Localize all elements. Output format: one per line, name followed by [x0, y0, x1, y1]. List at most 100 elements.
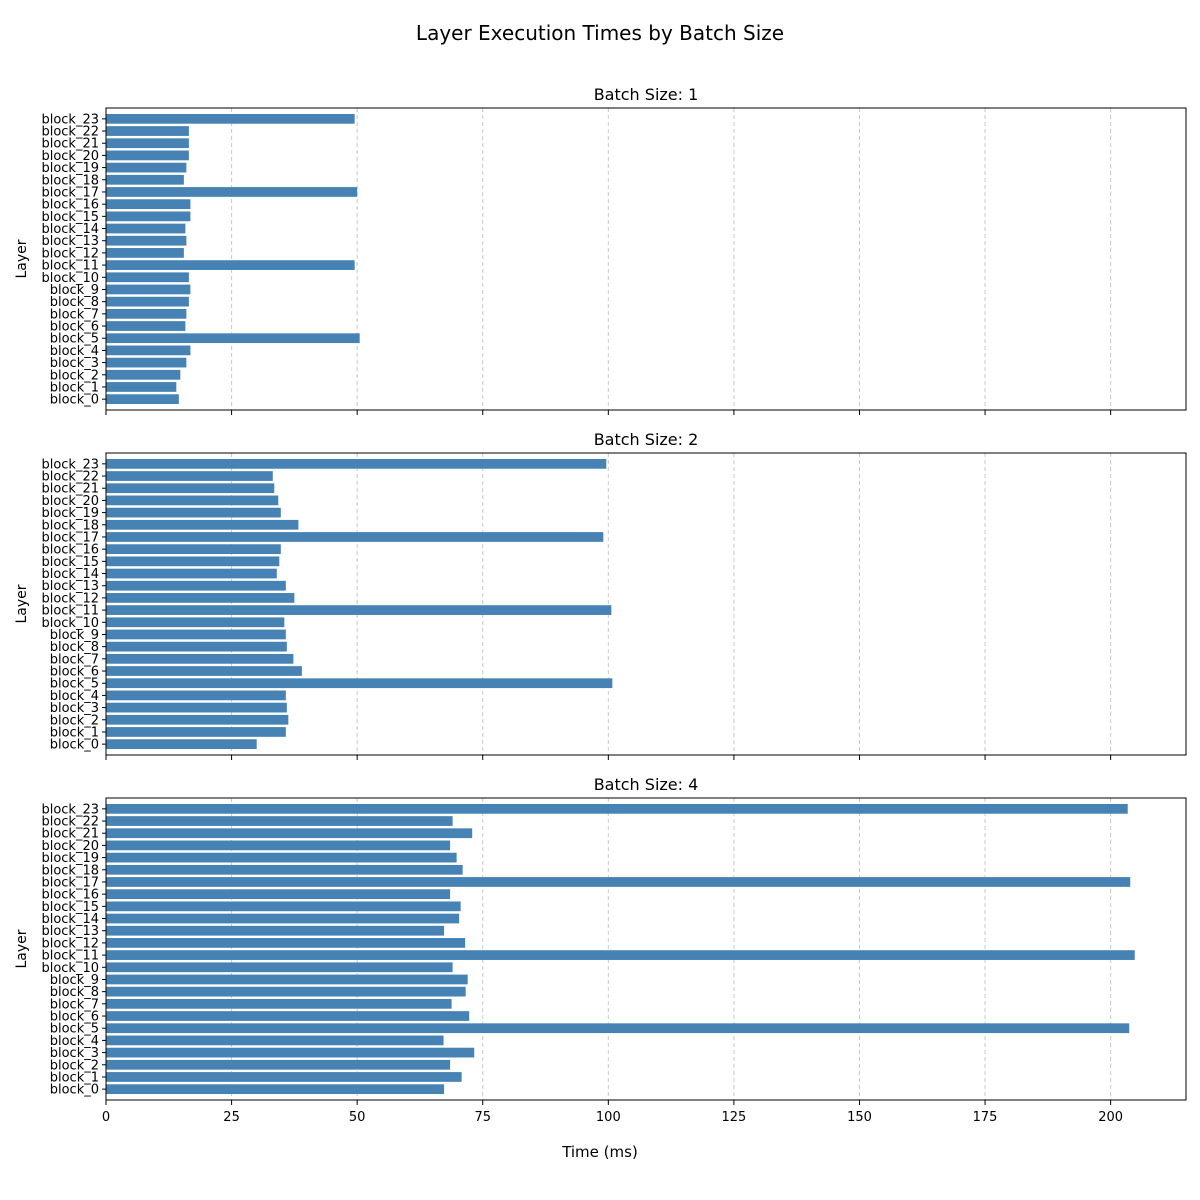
y-tick-label: block_18 — [41, 173, 99, 188]
bar-block_4 — [106, 690, 286, 701]
y-tick-label: block_3 — [50, 1046, 99, 1061]
bar-block_6 — [106, 1011, 470, 1021]
y-tick-label: block_0 — [50, 393, 99, 408]
bar-block_18 — [106, 519, 299, 530]
subplot-1: Batch Size: 1block_0block_1block_2block_… — [14, 85, 1187, 415]
bar-block_17 — [106, 187, 358, 197]
y-tick-label: block_1 — [50, 380, 99, 395]
y-tick-label: block_17 — [41, 875, 99, 890]
y-tick-label: block_13 — [41, 234, 99, 249]
bar-block_7 — [106, 653, 294, 664]
y-tick-label: block_22 — [41, 125, 99, 140]
bar-block_14 — [106, 913, 460, 924]
bar-block_5 — [106, 333, 360, 344]
y-tick-label: block_14 — [41, 222, 99, 237]
figure-title: Layer Execution Times by Batch Size — [416, 21, 784, 45]
y-tick-label: block_10 — [41, 616, 99, 631]
bar-block_13 — [106, 580, 286, 591]
bar-block_22 — [106, 816, 453, 826]
bar-block_0 — [106, 1084, 445, 1095]
y-tick-label: block_15 — [41, 900, 99, 915]
x-tick-label: 125 — [721, 1110, 746, 1125]
y-tick-label: block_1 — [50, 725, 99, 740]
x-tick-label: 25 — [223, 1110, 240, 1125]
y-tick-label: block_9 — [50, 283, 99, 298]
bar-block_10 — [106, 272, 189, 283]
y-tick-label: block_6 — [50, 1010, 99, 1025]
y-tick-label: block_11 — [41, 259, 99, 274]
bar-block_19 — [106, 852, 457, 863]
bar-block_23 — [106, 458, 607, 469]
y-tick-label: block_6 — [50, 320, 99, 335]
bar-block_14 — [106, 568, 277, 579]
x-tick-label: 0 — [102, 1110, 110, 1125]
y-tick-label: block_3 — [50, 356, 99, 371]
bar-block_15 — [106, 901, 461, 912]
y-tick-label: block_23 — [41, 112, 99, 127]
bar-block_3 — [106, 702, 287, 713]
bar-block_5 — [106, 678, 613, 689]
y-tick-label: block_16 — [41, 888, 99, 903]
y-tick-label: block_12 — [41, 591, 99, 606]
y-tick-label: block_10 — [41, 271, 99, 286]
subplot-title: Batch Size: 4 — [594, 775, 699, 794]
bar-block_16 — [106, 889, 451, 900]
y-tick-label: block_20 — [41, 839, 99, 854]
bar-block_13 — [106, 925, 445, 936]
y-tick-label: block_20 — [41, 149, 99, 164]
y-tick-label: block_21 — [41, 482, 99, 497]
y-tick-label: block_16 — [41, 198, 99, 213]
y-tick-label: block_20 — [41, 494, 99, 509]
y-tick-label: block_9 — [50, 628, 99, 643]
bar-block_12 — [106, 593, 295, 603]
y-tick-label: block_2 — [50, 713, 99, 728]
y-tick-label: block_5 — [50, 677, 99, 692]
bar-block_13 — [106, 235, 187, 246]
bar-block_15 — [106, 556, 280, 567]
y-tick-label: block_6 — [50, 665, 99, 680]
y-tick-label: block_19 — [41, 161, 99, 176]
y-tick-label: block_13 — [41, 579, 99, 594]
bar-block_0 — [106, 739, 257, 750]
bar-block_17 — [106, 532, 604, 542]
bar-block_21 — [106, 483, 275, 494]
bar-block_10 — [106, 962, 453, 973]
bar-block_20 — [106, 495, 279, 506]
bar-block_8 — [106, 641, 287, 652]
x-tick-label: 150 — [847, 1110, 872, 1125]
bar-block_4 — [106, 1035, 444, 1046]
y-tick-label: block_4 — [50, 689, 99, 704]
y-tick-label: block_10 — [41, 961, 99, 976]
subplots: Batch Size: 1block_0block_1block_2block_… — [14, 85, 1187, 1125]
bar-block_8 — [106, 296, 189, 307]
bar-block_2 — [106, 1059, 451, 1070]
x-tick-label: 175 — [973, 1110, 998, 1125]
y-axis-label: Layer — [14, 584, 30, 623]
bar-block_21 — [106, 828, 473, 839]
bar-block_5 — [106, 1023, 1130, 1034]
bar-block_23 — [106, 113, 355, 124]
axes-frame — [105, 797, 1187, 1101]
bar-block_6 — [106, 321, 186, 331]
bar-block_0 — [106, 394, 179, 405]
y-tick-label: block_21 — [41, 827, 99, 842]
bar-block_20 — [106, 840, 451, 851]
y-tick-label: block_0 — [50, 1083, 99, 1098]
y-tick-label: block_9 — [50, 973, 99, 988]
x-tick-label: 100 — [596, 1110, 621, 1125]
bar-block_6 — [106, 666, 302, 676]
y-tick-label: block_21 — [41, 137, 99, 152]
y-tick-label: block_4 — [50, 1034, 99, 1049]
bar-block_4 — [106, 345, 191, 356]
bar-block_22 — [106, 471, 273, 481]
y-tick-label: block_5 — [50, 1022, 99, 1037]
bar-block_12 — [106, 938, 466, 948]
y-tick-label: block_19 — [41, 851, 99, 866]
bar-block_1 — [106, 382, 177, 392]
y-tick-label: block_11 — [41, 604, 99, 619]
subplot-title: Batch Size: 2 — [594, 430, 699, 449]
y-tick-label: block_8 — [50, 640, 99, 655]
bar-block_21 — [106, 138, 189, 149]
y-axis-label: Layer — [14, 929, 30, 968]
